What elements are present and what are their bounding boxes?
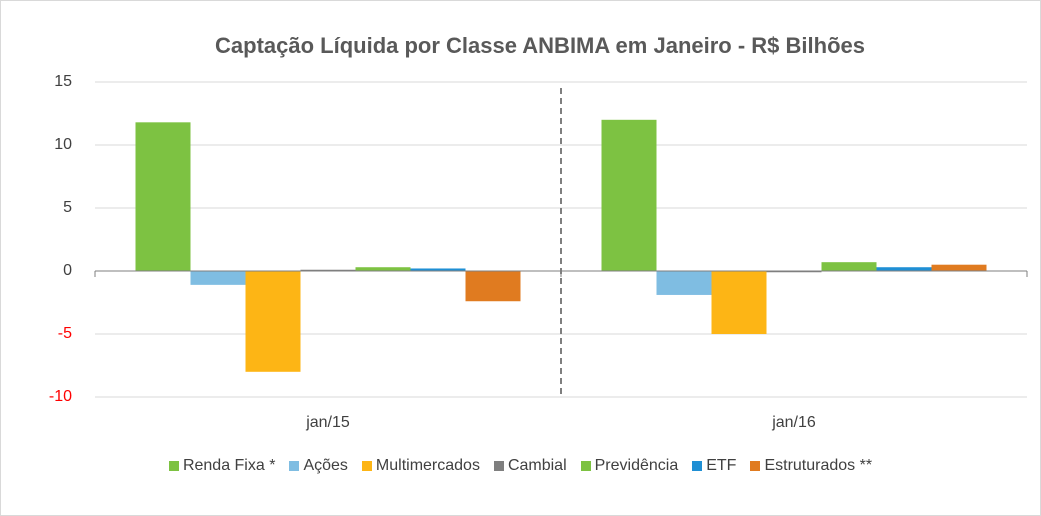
y-tick-label: -5 xyxy=(58,325,72,342)
legend-swatch xyxy=(361,461,372,471)
legend-item: Previdência xyxy=(580,457,679,475)
y-tick-label: 10 xyxy=(54,136,72,153)
legend-swatch xyxy=(580,461,591,471)
bar xyxy=(355,267,411,271)
legend-label: Cambial xyxy=(507,457,567,474)
x-tick-label: jan/15 xyxy=(305,414,350,431)
y-tick-label: 15 xyxy=(54,73,72,90)
legend-label: ETF xyxy=(706,457,737,474)
legend-item: ETF xyxy=(692,457,736,475)
bar xyxy=(465,271,521,302)
legend-swatch xyxy=(750,461,761,471)
bar xyxy=(135,122,191,271)
legend-item: Estruturados ** xyxy=(750,457,872,475)
bar xyxy=(410,268,466,271)
legend-swatch xyxy=(692,461,703,471)
legend-swatch xyxy=(168,461,179,471)
chart-title: Captação Líquida por Classe ANBIMA em Ja… xyxy=(215,33,865,58)
legend-label: Multimercados xyxy=(375,457,480,474)
legend-item: Renda Fixa * xyxy=(168,457,276,475)
legend-label: Renda Fixa * xyxy=(182,457,276,474)
bar xyxy=(190,271,246,285)
bar xyxy=(711,271,767,334)
bar xyxy=(821,262,877,271)
y-tick-label: 5 xyxy=(63,199,72,216)
legend-label: Previdência xyxy=(594,457,679,474)
bar xyxy=(931,264,987,271)
bar xyxy=(245,271,301,372)
bar xyxy=(601,119,657,271)
bar xyxy=(876,267,932,271)
legend-item: Multimercados xyxy=(361,457,480,475)
legend-item: Cambial xyxy=(493,457,567,475)
y-tick-label: 0 xyxy=(63,262,72,279)
legend-label: Ações xyxy=(303,457,348,474)
legend-swatch xyxy=(493,461,504,471)
bar xyxy=(656,271,712,295)
legend-swatch xyxy=(289,461,300,471)
legend-label: Estruturados ** xyxy=(764,457,873,474)
bar xyxy=(300,269,356,271)
legend: Renda Fixa * Ações Multimercados Cambial Pre… xyxy=(0,457,1041,475)
bar xyxy=(766,271,822,273)
legend-item: Ações xyxy=(289,457,348,475)
x-tick-label: jan/16 xyxy=(771,414,816,431)
y-tick-label: -10 xyxy=(49,388,72,405)
